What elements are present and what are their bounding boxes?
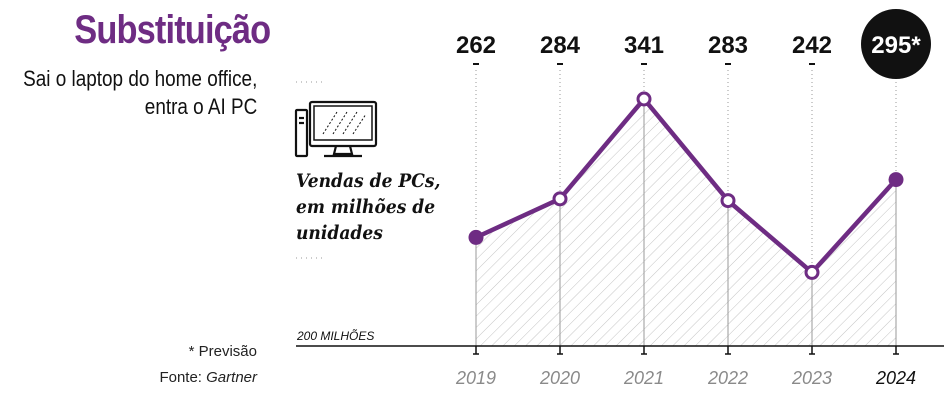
x-axis-ticks [473,346,899,355]
source-prefix: Fonte: [159,369,207,386]
data-point-2019 [468,229,484,245]
chart-title: Substituição [74,8,271,52]
chart-subtitle: Sai o laptop do home office, entra o AI … [23,65,257,121]
data-point-2024 [888,172,904,188]
value-label-2020: 284 [540,32,581,59]
value-label-2023: 242 [792,32,832,59]
forecast-highlight-badge [861,9,931,79]
baseline-label: 200 MILHÕES [296,328,374,343]
year-label-2022: 2022 [707,368,748,388]
year-label-2021: 2021 [623,368,664,388]
forecast-note: * Previsão [188,343,257,360]
data-point-2023 [804,264,820,280]
source-name: Gartner [206,369,257,386]
year-label-2024: 2024 [875,368,916,388]
series-line [473,96,899,275]
data-point-2021 [636,91,652,107]
x-axis-tick-labels: 2019 2020 2021 2022 2023 2024 [455,368,916,388]
value-labels: 262 284 341 283 242 295* [456,9,931,79]
desktop-computer-icon [294,100,378,158]
series-label: Vendas de PCs, em milhões de unidades [296,168,440,246]
subtitle-line-2: entra o AI PC [144,94,257,119]
area-fill [476,99,896,346]
data-point-2020 [552,191,568,207]
value-label-2022: 283 [708,32,748,59]
data-point-2022 [720,193,736,209]
value-label-2021: 341 [624,32,664,59]
subtitle-line-1: Sai o laptop do home office, [22,66,257,91]
data-points [468,91,904,280]
value-label-2024: 295* [871,32,921,59]
source-note: Fonte: Gartner [159,369,257,386]
series-label-line-1: Vendas de PCs, [296,170,441,192]
series-label-line-3: unidades [296,222,383,244]
year-label-2023: 2023 [791,368,832,388]
category-gridlines [475,70,897,346]
series-label-line-2: em milhões de [296,196,436,218]
value-label-2019: 262 [456,32,496,59]
year-label-2019: 2019 [455,368,496,388]
year-label-2020: 2020 [539,368,580,388]
